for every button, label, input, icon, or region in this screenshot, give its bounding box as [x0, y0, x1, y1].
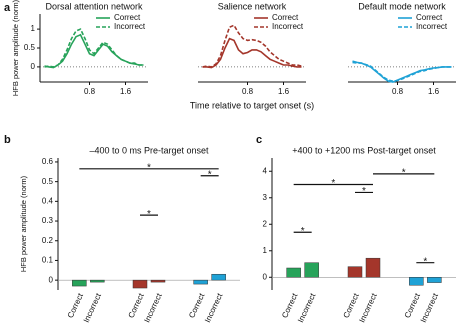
- bar: [304, 262, 319, 278]
- y-tick-label: 0.5: [24, 43, 36, 52]
- chart-title: Salience network: [218, 1, 287, 11]
- x-tick-label: Incorrect: [357, 291, 379, 324]
- significance-star: *: [147, 209, 151, 220]
- y-tick-label: 3: [263, 193, 268, 202]
- bar: [211, 273, 226, 281]
- y-tick-label: 1: [31, 24, 36, 33]
- y-tick-label: 2: [263, 219, 268, 228]
- bar: [427, 277, 442, 283]
- x-tick-label: Correct: [66, 291, 86, 319]
- series-line: [202, 24, 302, 68]
- significance-star: *: [208, 169, 212, 180]
- chart-title: Dorsal attention network: [45, 1, 143, 11]
- legend-label: Incorrect: [272, 22, 304, 31]
- y-tick-label: 0.2: [42, 236, 54, 245]
- x-tick-label: 0.8: [392, 87, 404, 96]
- x-tick-label: Incorrect: [296, 291, 318, 324]
- x-tick-label: 0.8: [84, 87, 96, 96]
- legend-label: Incorrect: [416, 22, 448, 31]
- x-tick-label: Correct: [126, 291, 146, 319]
- legend-label: Correct: [114, 13, 141, 22]
- significance-star: *: [423, 256, 427, 267]
- y-tick-label: 4: [263, 166, 268, 175]
- significance-star: *: [301, 226, 305, 237]
- significance-star: *: [331, 178, 335, 189]
- panel-label: b: [4, 134, 11, 146]
- x-axis-label: Time relative to target onset (s): [190, 100, 314, 110]
- bar: [90, 279, 105, 283]
- y-tick-label: 0: [263, 272, 268, 281]
- bar: [347, 266, 363, 278]
- x-tick-label: Correct: [403, 291, 423, 319]
- x-tick-label: 1.6: [278, 87, 290, 96]
- x-tick-label: 1.6: [428, 87, 440, 96]
- significance-star: *: [147, 162, 151, 173]
- y-axis-label: HFB power amplitude (norm): [11, 0, 20, 96]
- bar: [72, 279, 87, 287]
- chart-title: Default mode network: [358, 1, 446, 11]
- legend-label: Incorrect: [114, 22, 146, 31]
- bar: [409, 277, 424, 286]
- legend-label: Correct: [416, 13, 443, 22]
- x-tick-label: 1.6: [120, 87, 132, 96]
- chart-title: –400 to 0 ms Pre-target onset: [89, 145, 209, 155]
- x-tick-label: Correct: [341, 291, 361, 319]
- bar: [193, 279, 208, 285]
- panel-label: c: [256, 134, 262, 146]
- bar: [286, 267, 301, 278]
- x-tick-label: Incorrect: [203, 291, 225, 324]
- bar: [132, 279, 148, 289]
- significance-star: *: [402, 168, 406, 179]
- series-line: [44, 28, 144, 68]
- x-tick-label: Incorrect: [82, 291, 104, 324]
- bar: [365, 257, 381, 278]
- panel-label: a: [4, 2, 11, 14]
- x-tick-label: Correct: [280, 291, 300, 319]
- significance-star: *: [362, 186, 366, 197]
- bar: [150, 279, 166, 283]
- x-tick-label: 0.8: [242, 87, 254, 96]
- legend-label: Correct: [272, 13, 299, 22]
- series-line: [202, 37, 302, 69]
- x-tick-label: Incorrect: [419, 291, 441, 324]
- y-tick-label: 0.1: [42, 256, 54, 265]
- y-tick-label: 0.3: [42, 216, 54, 225]
- y-tick-label: 0.4: [42, 196, 54, 205]
- series-line: [352, 61, 452, 83]
- y-tick-label: 0: [49, 275, 54, 284]
- y-tick-label: 0: [31, 62, 36, 71]
- y-tick-label: 0.5: [42, 177, 54, 186]
- y-tick-label: 0.6: [42, 157, 54, 166]
- y-tick-label: 1: [263, 246, 268, 255]
- x-tick-label: Incorrect: [142, 291, 164, 324]
- chart-title: +400 to +1200 ms Post-target onset: [292, 145, 436, 155]
- x-tick-label: Correct: [187, 291, 207, 319]
- y-axis-label: HFB power amplitude (norm): [19, 175, 28, 272]
